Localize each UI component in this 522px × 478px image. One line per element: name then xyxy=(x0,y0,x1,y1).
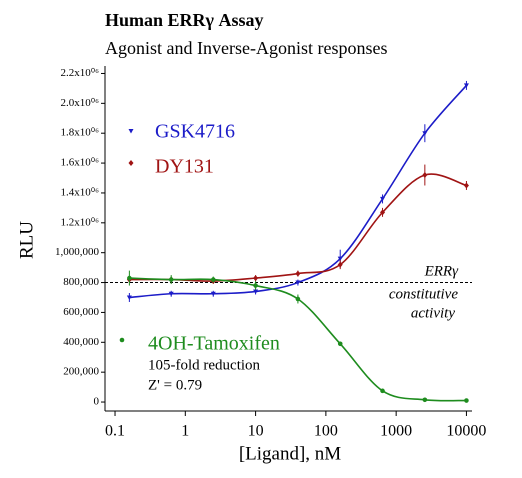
y-tick-label: 1.2x10⁰⁶ xyxy=(61,216,100,228)
y-tick-label: 1,000,000 xyxy=(55,246,100,258)
y-tick-label: 1.8x10⁰⁶ xyxy=(61,127,100,139)
legend-label: 4OH-Tamoxifen xyxy=(148,333,280,355)
legend-marker xyxy=(119,337,125,343)
y-tick-label: 400,000 xyxy=(63,336,99,348)
point xyxy=(337,341,343,347)
point xyxy=(422,397,428,403)
legend-label: GSK4716 xyxy=(155,121,235,143)
reference-label: ERRγ xyxy=(424,263,459,279)
point xyxy=(380,388,385,394)
point xyxy=(380,196,386,202)
point xyxy=(127,275,132,281)
x-tick-label: 10000 xyxy=(446,423,486,440)
y-tick-label: 2.2x10⁰⁶ xyxy=(61,67,100,79)
point xyxy=(463,182,469,189)
point xyxy=(463,83,469,88)
legend-label: DY131 xyxy=(155,156,214,178)
point xyxy=(210,291,216,297)
point xyxy=(253,289,259,295)
x-axis-label: [Ligand], nM xyxy=(239,443,341,464)
y-tick-label: 1.6x10⁰⁶ xyxy=(61,157,100,169)
point xyxy=(337,261,343,268)
x-tick-label: 1000 xyxy=(380,423,412,440)
reference-label: constitutive xyxy=(389,286,458,302)
x-tick-label: 10 xyxy=(248,423,264,440)
y-tick-label: 0 xyxy=(94,396,100,408)
point xyxy=(253,275,259,282)
x-tick-label: 100 xyxy=(314,423,338,440)
point xyxy=(168,291,174,297)
point xyxy=(464,398,469,403)
point xyxy=(126,295,132,300)
point xyxy=(422,131,428,136)
point xyxy=(168,277,174,282)
fit-curve xyxy=(129,84,468,299)
point xyxy=(422,172,428,179)
y-tick-label: 200,000 xyxy=(63,366,99,378)
point xyxy=(295,296,301,302)
y-tick-label: 800,000 xyxy=(63,276,99,288)
chart-subtitle: Agonist and Inverse-Agonist responses xyxy=(105,38,387,58)
chart-title: Human ERRγ Assay xyxy=(105,10,263,30)
y-tick-label: 2.0x10⁰⁶ xyxy=(61,97,100,109)
y-axis-label: RLU xyxy=(16,221,37,259)
point xyxy=(380,209,386,216)
point xyxy=(253,283,258,288)
annotation: 105-fold reduction xyxy=(148,357,261,373)
point xyxy=(210,277,216,282)
y-tick-label: 600,000 xyxy=(63,306,99,318)
legend-marker xyxy=(128,129,134,134)
x-tick-label: 1 xyxy=(181,423,189,440)
legend-marker xyxy=(128,160,134,166)
x-tick-label: 0.1 xyxy=(105,423,125,440)
point xyxy=(295,270,301,277)
fit-curve xyxy=(129,173,467,282)
point xyxy=(295,280,301,286)
point xyxy=(337,256,343,262)
y-tick-label: 1.4x10⁰⁶ xyxy=(61,186,100,198)
reference-label: activity xyxy=(411,305,455,321)
annotation: Z' = 0.79 xyxy=(148,377,202,393)
